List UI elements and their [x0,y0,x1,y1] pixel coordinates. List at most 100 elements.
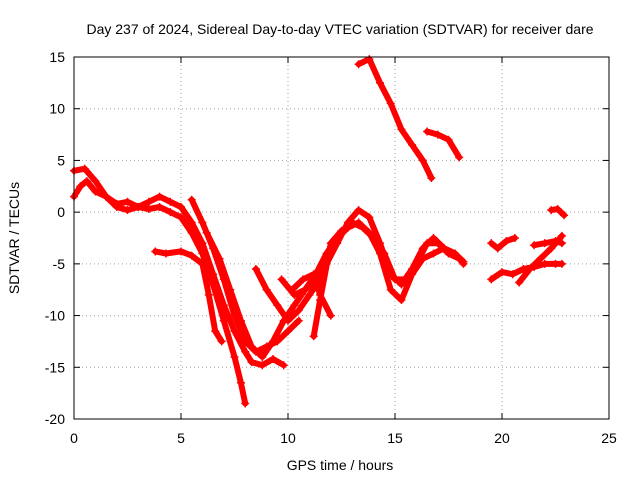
data-point [397,296,406,305]
data-point [236,316,245,325]
y-tick-label: 10 [49,101,65,117]
series-track-2 [70,164,288,370]
data-point [215,254,224,263]
data-point [493,244,502,253]
data-point [498,268,506,277]
data-point [343,218,352,227]
data-point [326,311,335,320]
series-track-9 [309,226,346,341]
x-tick-label: 15 [387,430,403,446]
data-point [251,265,260,274]
data-point [376,78,385,87]
data-point [80,164,89,173]
data-point [386,99,395,108]
data-point [433,130,442,139]
data-point [269,355,278,364]
data-point [397,280,406,289]
data-point [326,239,335,248]
x-axis-label: GPS time / hours [287,457,394,473]
data-point [177,213,185,222]
data-point [241,347,250,356]
y-tick-label: 0 [57,204,65,220]
y-tick-label: -5 [53,256,66,272]
data-point [277,275,286,284]
data-point [219,301,228,310]
data-point [408,265,417,274]
series-track-6 [251,218,464,325]
data-point [269,337,278,346]
data-point [262,285,271,294]
data-point [155,202,164,211]
data-point [209,270,218,279]
data-point [166,208,175,217]
series-track-10 [354,55,436,183]
data-point [187,195,196,204]
series-track-3 [151,247,226,346]
data-point [305,290,314,299]
data-point [279,361,288,370]
plot-frame [73,56,610,420]
data-point [301,285,310,294]
y-tick-label: -20 [45,411,65,427]
data-point [155,192,164,201]
data-point [459,259,468,268]
y-tick-label: -15 [45,359,65,375]
x-tick-label: 0 [70,430,78,446]
data-point [418,244,427,253]
data-point [309,270,318,279]
data-point [219,316,228,325]
axis-ticks: 0 5 10 15 20 25 -20 -15 -10 -5 0 5 10 15 [45,49,617,446]
data-point [429,249,438,258]
data-point [557,259,566,268]
series-track-11 [423,127,464,162]
x-tick-label: 20 [494,430,510,446]
data-point [455,153,464,162]
data-point [230,352,239,361]
data-point [386,270,395,279]
x-tick-label: 5 [177,430,185,446]
data-point [429,234,438,242]
data-point [288,285,297,294]
series-line [424,128,463,161]
data-point [298,275,307,284]
data-point [166,197,175,206]
data-point [553,205,562,214]
series-track-15 [530,237,566,250]
data-point [358,223,367,232]
data-point [187,218,196,227]
data-point [123,206,132,215]
x-tick-label: 10 [280,430,296,446]
data-point [217,337,226,346]
data-point [386,285,395,294]
data-point [316,296,325,305]
series-line [252,219,463,324]
data-point [354,60,363,69]
data-point [226,285,235,294]
y-axis-label: SDTVAR / TECUs [6,182,22,294]
data-point [444,135,453,144]
data-point [515,278,524,287]
y-tick-label: 5 [57,152,65,168]
data-point [290,301,299,310]
data-point [418,156,427,165]
data-point [273,301,282,310]
data-point [198,259,207,268]
data-point [247,342,256,351]
data-point [551,237,560,246]
data-point [337,226,346,235]
data-point [354,206,363,215]
data-point [557,231,566,240]
data-point [365,213,374,222]
series-line [531,238,565,249]
data-point [177,247,185,256]
data-point [540,239,549,248]
data-point [144,197,153,206]
data-point [134,202,143,211]
data-point [112,202,121,211]
data-point [294,306,303,315]
data-point [502,237,511,246]
data-point [151,247,160,256]
data-point [230,327,239,336]
data-point [557,239,566,248]
data-point [162,249,171,258]
